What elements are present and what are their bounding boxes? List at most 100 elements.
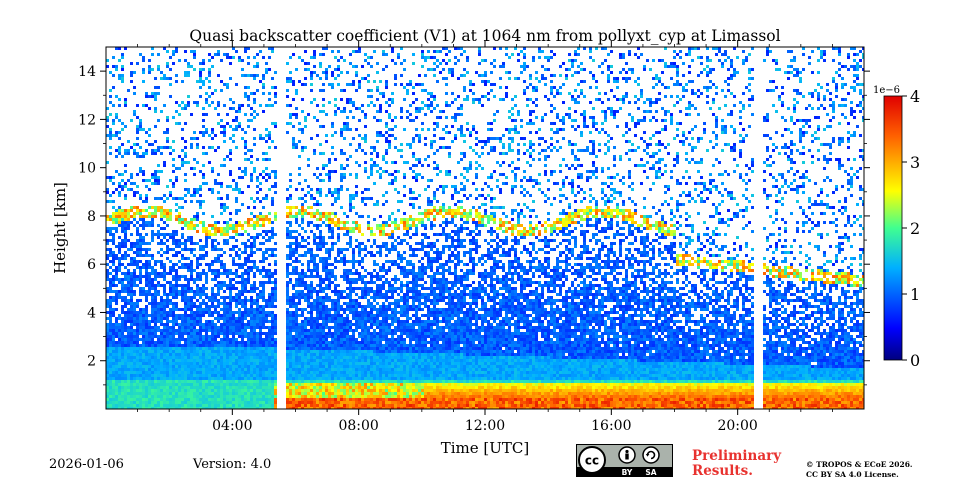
heatmap-cell (310, 83, 313, 86)
heatmap-cell (241, 299, 244, 302)
heatmap-cell (115, 269, 118, 272)
heatmap-cell (157, 392, 160, 395)
heatmap-cell (250, 218, 253, 221)
heatmap-cell (115, 293, 118, 296)
heatmap-cell (310, 77, 313, 80)
heatmap-cell (124, 251, 127, 254)
heatmap-cell (304, 200, 307, 203)
heatmap-cell (316, 272, 319, 275)
heatmap-cell (238, 365, 241, 368)
heatmap-cell (262, 110, 265, 113)
heatmap-cell (196, 242, 199, 245)
heatmap-cell (121, 389, 124, 392)
heatmap-cell (337, 194, 340, 197)
heatmap-cell (268, 365, 271, 368)
heatmap-cell (346, 404, 349, 407)
heatmap-cell (310, 326, 313, 329)
heatmap-cell (259, 350, 262, 353)
heatmap-cell (139, 407, 142, 409)
heatmap-cell (301, 359, 304, 362)
heatmap-cell (154, 326, 157, 329)
heatmap-cell (148, 377, 151, 380)
heatmap-cell (211, 305, 214, 308)
heatmap-cell (271, 359, 274, 362)
heatmap-cell (169, 344, 172, 347)
heatmap-cell (169, 218, 172, 221)
heatmap-cell (238, 293, 241, 296)
heatmap-cell (253, 317, 256, 320)
heatmap-cell (337, 338, 340, 341)
heatmap-cell (304, 245, 307, 248)
heatmap-cell (262, 287, 265, 290)
heatmap-cell (247, 104, 250, 107)
heatmap-cell (340, 176, 343, 179)
heatmap-cell (241, 272, 244, 275)
heatmap-cell (202, 113, 205, 116)
heatmap-cell (145, 338, 148, 341)
heatmap-cell (199, 353, 202, 356)
heatmap-cell (175, 362, 178, 365)
heatmap-cell (205, 398, 208, 401)
heatmap-cell (304, 386, 307, 389)
heatmap-cell (253, 326, 256, 329)
heatmap-cell (175, 278, 178, 281)
heatmap-cell (235, 401, 238, 404)
heatmap-cell (139, 236, 142, 239)
heatmap-cell (202, 362, 205, 365)
heatmap-cell (205, 407, 208, 409)
heatmap-cell (247, 98, 250, 101)
heatmap-cell (202, 359, 205, 362)
heatmap-cell (244, 92, 247, 95)
heatmap-cell (115, 245, 118, 248)
heatmap-cell (310, 380, 313, 383)
heatmap-cell (124, 371, 127, 374)
heatmap-cell (130, 395, 133, 398)
heatmap-cell (220, 227, 223, 230)
heatmap-cell (154, 383, 157, 386)
heatmap-cell (250, 401, 253, 404)
heatmap-cell (157, 335, 160, 338)
heatmap-cell (139, 125, 142, 128)
heatmap-cell (229, 269, 232, 272)
heatmap-cell (145, 224, 148, 227)
heatmap-cell (202, 248, 205, 251)
heatmap-cell (232, 101, 235, 104)
heatmap-cell (328, 311, 331, 314)
heatmap-cell (157, 224, 160, 227)
heatmap-cell (256, 362, 259, 365)
heatmap-cell (301, 59, 304, 62)
heatmap-cell (292, 284, 295, 287)
heatmap-cell (274, 191, 277, 194)
heatmap-cell (253, 227, 256, 230)
heatmap-cell (337, 371, 340, 374)
heatmap-cell (109, 359, 112, 362)
heatmap-cell (220, 248, 223, 251)
heatmap-cell (325, 341, 328, 344)
heatmap-cell (217, 284, 220, 287)
heatmap-cell (316, 308, 319, 311)
heatmap-cell (166, 50, 169, 53)
heatmap-cell (229, 296, 232, 299)
heatmap-cell (109, 95, 112, 98)
heatmap-cell (151, 356, 154, 359)
heatmap-cell (133, 404, 136, 407)
heatmap-cell (259, 305, 262, 308)
heatmap-cell (214, 245, 217, 248)
heatmap-cell (301, 245, 304, 248)
heatmap-cell (190, 50, 193, 53)
heatmap-cell (154, 332, 157, 335)
heatmap-cell (202, 395, 205, 398)
heatmap-cell (166, 326, 169, 329)
heatmap-cell (211, 320, 214, 323)
heatmap-cell (175, 281, 178, 284)
heatmap-cell (322, 53, 325, 56)
heatmap-cell (211, 170, 214, 173)
heatmap-cell (121, 347, 124, 350)
heatmap-cell (166, 218, 169, 221)
heatmap-cell (154, 377, 157, 380)
heatmap-cell (337, 59, 340, 62)
heatmap-cell (274, 404, 277, 407)
heatmap-cell (181, 284, 184, 287)
heatmap-cell (343, 320, 346, 323)
heatmap-cell (121, 311, 124, 314)
